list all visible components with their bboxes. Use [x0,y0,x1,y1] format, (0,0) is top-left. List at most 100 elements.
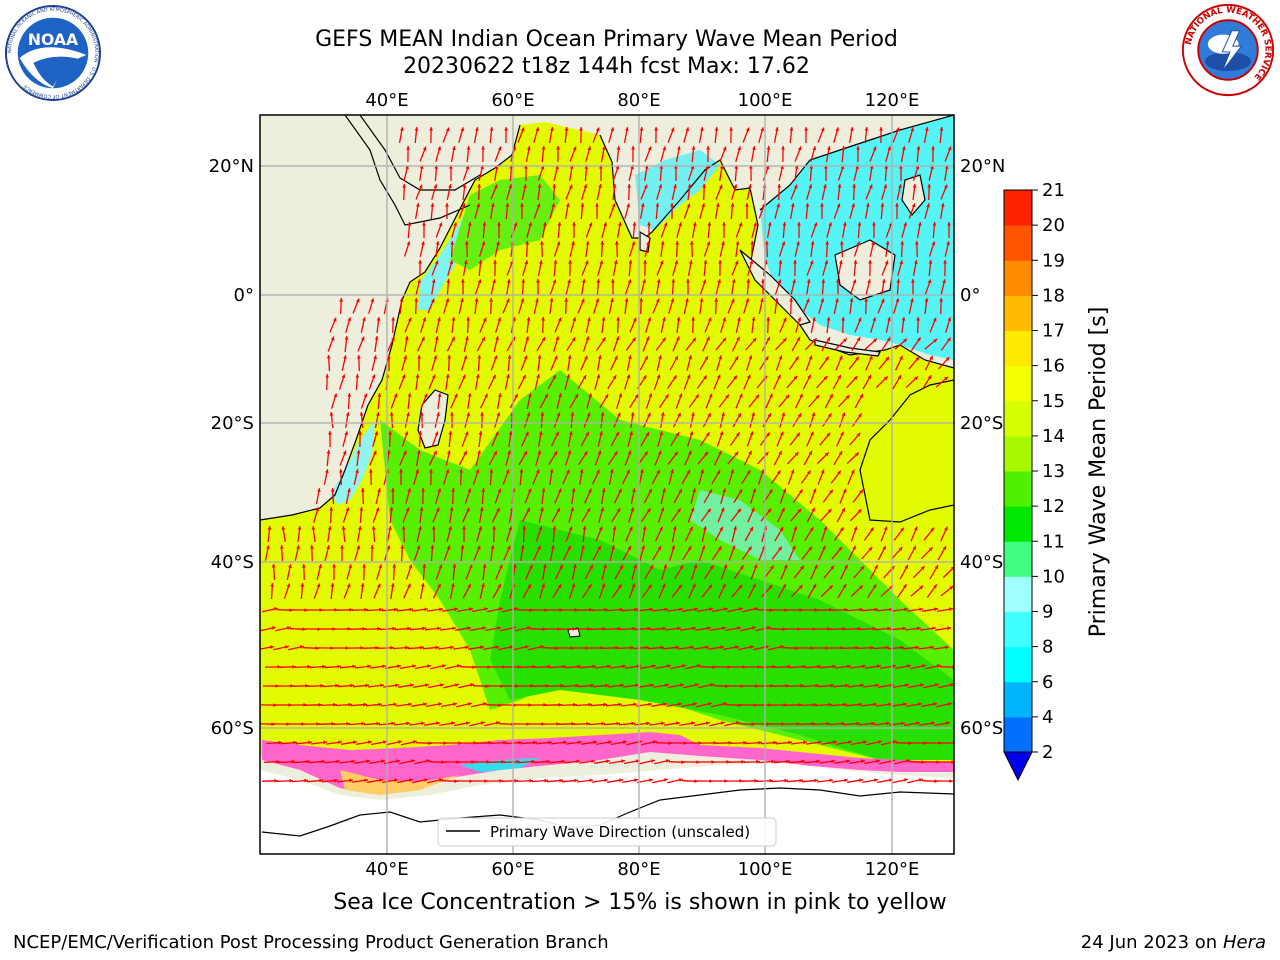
wave-arrow-head [482,222,487,226]
wave-arrow-head [526,317,531,321]
wave-arrow-head [520,298,525,303]
wave-arrow-head [767,222,772,226]
wave-arrow-head [373,450,377,455]
wave-arrow-head [859,585,863,590]
wave-arrow-head [286,583,291,588]
wave-arrow-head [815,683,819,688]
wave-arrow-head [826,337,830,342]
wave-arrow-head [391,488,395,492]
wave-arrow-head [722,317,727,322]
wave-arrow-head [390,645,394,650]
wave-arrow-head [705,645,709,650]
wave-arrow-head [704,356,708,361]
wave-arrow-head [382,664,386,669]
wave-arrow-head [360,583,365,587]
wave-arrow-head [340,545,344,549]
wave-arrow-head [411,759,415,763]
wave-arrow-head [657,450,662,455]
wave-arrow-head [584,260,589,265]
wave-arrow-head [301,564,306,568]
wave-arrow-head [278,740,282,745]
wave-arrow-head [659,526,663,531]
colorbar-ticks: 2 4 6 8 9 10 11 12 13 14 15 16 17 18 19 20 21 [1032,180,1065,763]
wave-arrow-head [805,298,810,303]
wave-arrow-head [701,545,706,550]
wave-arrow-head [895,203,899,207]
wave-arrow-head [676,336,680,341]
wave-arrow-head [814,608,818,612]
wave-arrow-head [873,702,877,707]
wave-arrow-head [316,583,321,588]
wave-arrow-head [493,260,497,264]
wave-arrow-head [407,317,412,322]
wave-arrow-head [541,722,545,726]
colorbar-tick-label: 4 [1042,707,1053,728]
wave-arrow-head [439,607,443,612]
wave-arrow-head [602,626,606,631]
wave-arrow-head [809,260,814,265]
antarctica-land [260,762,954,854]
wave-arrow-head [466,721,470,725]
wave-arrow-head [566,374,570,379]
wave-arrow-head [916,317,921,321]
wave-arrow-head [288,564,292,568]
wave-arrow-head [632,626,636,631]
wave-arrow-head [409,778,413,782]
plot-subtitle: 20230622 t18z 144h fcst Max: 17.62 [403,54,810,79]
wave-arrow-head [601,721,605,726]
wave-arrow-head [722,626,726,631]
wave-arrow-head [721,721,725,725]
wave-arrow-head [507,450,511,455]
wave-arrow-head [902,584,907,589]
wave-arrow-head [812,317,816,321]
wave-arrow-head [378,564,383,569]
wave-arrow-head [647,317,652,322]
wave-arrow-head [504,127,508,131]
wave-arrow-head [861,759,865,764]
wave-arrow-head [677,146,681,150]
wave-arrow-head [633,702,637,707]
wave-arrow-head [936,760,940,764]
coastline-red-sea-east [359,115,481,191]
wave-arrow-head [463,450,467,455]
wave-arrow-head [331,721,335,726]
wave-arrow-head [800,683,804,688]
wave-arrow-head [929,355,933,360]
wave-arrow-head [663,564,668,569]
wave-arrow-head [720,507,725,512]
wave-arrow-head [900,527,904,532]
wave-arrow-head [558,488,562,493]
wave-arrow-head [456,760,460,764]
wave-arrow-head [375,645,379,650]
wave-arrow-head [555,431,559,436]
wave-arrow-head [770,684,774,688]
wave-arrow-head [661,583,666,588]
wave-arrow-head [462,184,467,188]
wave-arrow-head [557,627,561,631]
wave-arrow-head [920,683,924,687]
wave-arrow-head [734,356,739,361]
wave-arrow-head [513,222,518,227]
wave-arrow-head [601,337,606,342]
wave-arrow-head [450,645,454,650]
wave-arrow-head [567,450,572,455]
wave-arrow-head [436,412,440,417]
wave-arrow-head [526,722,530,726]
wave-arrow-head [683,741,687,745]
wave-arrow-head [435,241,440,245]
wave-arrow-head [464,260,468,264]
wave-arrow-head [584,165,589,169]
wave-arrow-head [876,759,880,763]
wave-arrow-head [665,683,669,688]
wave-arrow-head [318,702,322,707]
wave-arrow-head [379,778,383,783]
wave-arrow-head [873,338,877,343]
wave-arrow-head [947,146,952,151]
wave-arrow-head [335,683,339,688]
wave-arrow-head [837,470,841,475]
wave-arrow-head [878,740,882,744]
wave-arrow-head [740,684,744,688]
wave-arrow-head [751,722,755,727]
wave-arrow-head [642,526,647,530]
wave-arrow-head [883,376,888,381]
